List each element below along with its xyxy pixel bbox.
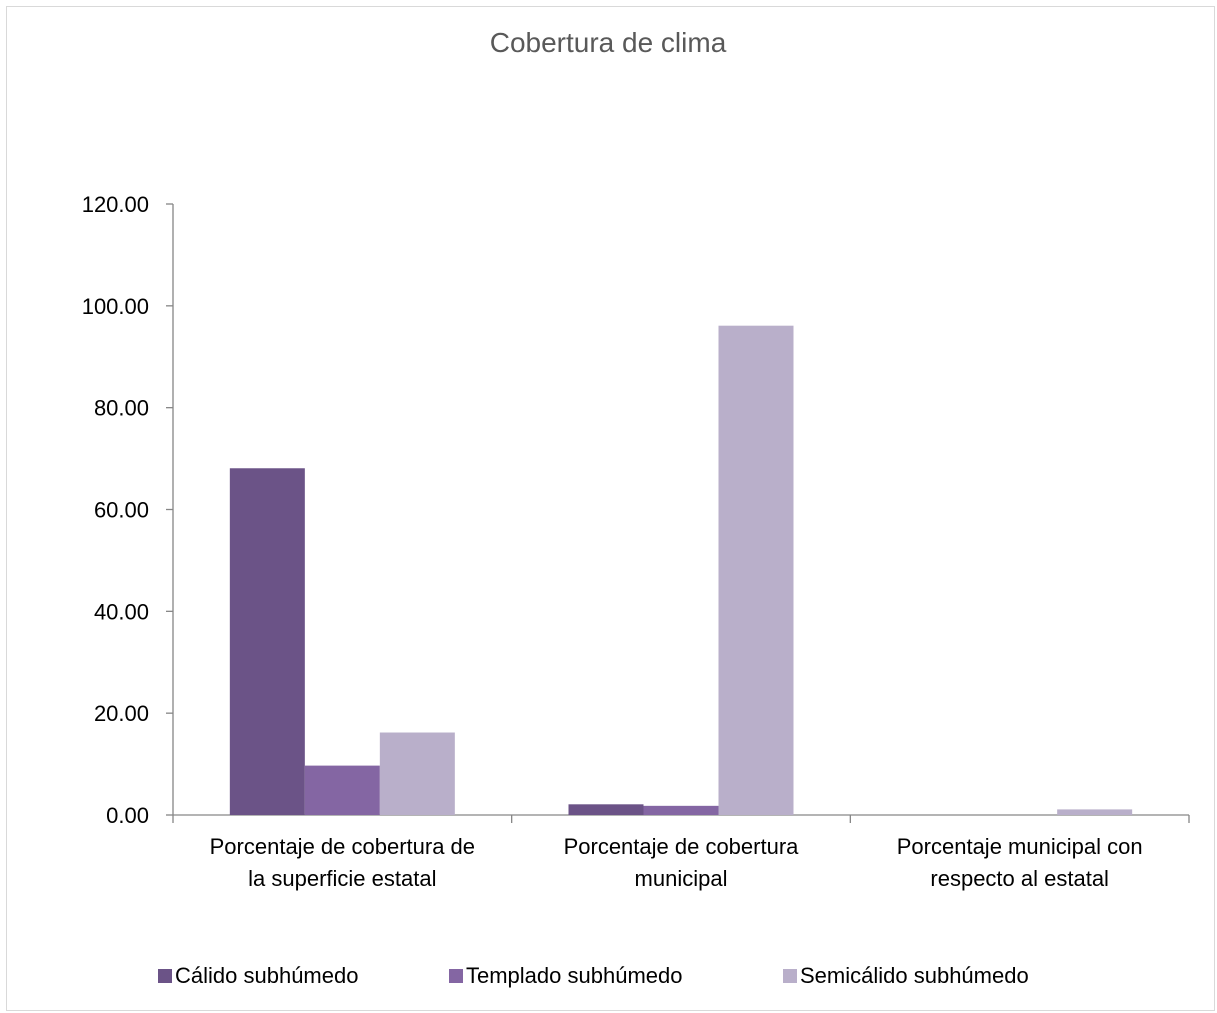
x-category-label: municipal <box>635 866 728 891</box>
x-category-label: respecto al estatal <box>930 866 1109 891</box>
legend-label: Templado subhúmedo <box>466 963 682 988</box>
chart-title: Cobertura de clima <box>490 27 727 58</box>
bar-2-cat-1 <box>304 765 380 815</box>
bar-3-cat-1 <box>379 732 455 815</box>
bar-3-cat-3 <box>1057 809 1133 815</box>
bar-1-cat-1 <box>229 468 305 815</box>
x-category-label: la superficie estatal <box>248 866 436 891</box>
x-axis-labels: Porcentaje de cobertura de la superficie … <box>210 834 1143 891</box>
legend: Cálido subhúmedo Templado subhúmedo Semicá… <box>158 963 1029 988</box>
x-category-label: Porcentaje de cobertura <box>564 834 800 859</box>
y-tick-label: 120.00 <box>82 192 149 217</box>
bar-1-cat-2 <box>568 804 644 815</box>
x-category-label: Porcentaje de cobertura de <box>210 834 475 859</box>
y-tick-label: 80.00 <box>94 396 149 421</box>
chart-frame <box>6 6 1215 1011</box>
legend-label: Cálido subhúmedo <box>175 963 358 988</box>
bars <box>229 325 1133 815</box>
legend-swatch <box>449 969 463 983</box>
legend-swatch <box>783 969 797 983</box>
y-tick-label: 20.00 <box>94 701 149 726</box>
axes <box>172 204 1190 823</box>
bar-2-cat-2 <box>643 805 719 815</box>
legend-label: Semicálido subhúmedo <box>800 963 1029 988</box>
y-tick-label: 0.00 <box>106 803 149 828</box>
x-category-label: Porcentaje municipal con <box>897 834 1143 859</box>
legend-swatch <box>158 969 172 983</box>
y-tick-label: 100.00 <box>82 294 149 319</box>
y-tick-label: 60.00 <box>94 498 149 523</box>
bar-3-cat-2 <box>718 325 794 815</box>
y-axis-ticks: 0.00 20.00 40.00 60.00 80.00 100.00 120.00 <box>82 192 173 828</box>
y-tick-label: 40.00 <box>94 599 149 624</box>
